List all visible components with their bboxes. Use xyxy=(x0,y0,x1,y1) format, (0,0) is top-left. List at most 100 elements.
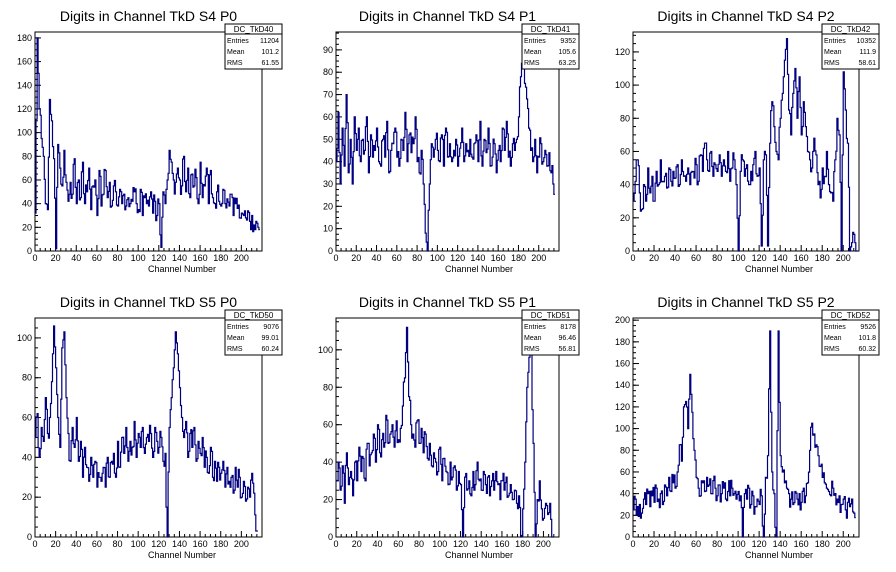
stats-value: 56.81 xyxy=(558,346,576,353)
x-tick-label: 60 xyxy=(92,539,102,549)
y-tick-label: 30 xyxy=(323,179,333,189)
x-tick-label: 140 xyxy=(773,539,788,549)
stats-label: Mean xyxy=(524,49,542,56)
stats-box-frame xyxy=(821,23,880,70)
x-tick-label: 100 xyxy=(131,539,146,549)
x-tick-label: 180 xyxy=(511,253,526,263)
x-axis-label: Channel Number xyxy=(445,264,513,274)
x-tick-label: 0 xyxy=(32,539,37,549)
x-tick-label: 40 xyxy=(670,539,680,549)
x-tick-label: 160 xyxy=(794,539,809,549)
stats-value: 60.24 xyxy=(261,346,279,353)
y-tick-label: 0 xyxy=(27,246,32,256)
stats-name: DC_TkD51 xyxy=(531,311,571,320)
x-tick-label: 40 xyxy=(372,253,382,263)
y-tick-label: 80 xyxy=(620,445,630,455)
y-tick-label: 100 xyxy=(615,80,630,90)
y-tick-label: 80 xyxy=(620,113,630,123)
chart-title: Digits in Channel TkD S4 P0 xyxy=(60,8,237,24)
x-tick-label: 80 xyxy=(712,539,722,549)
x-tick-label: 180 xyxy=(815,253,830,263)
x-tick-label: 160 xyxy=(794,253,809,263)
stats-value: 9076 xyxy=(263,324,279,331)
stats-label: RMS xyxy=(824,60,840,67)
stats-box: DC_TkD51 Entries 8178 Mean 96.46 RMS 56.81 xyxy=(521,309,580,356)
stats-box: DC_TkD50 Entries 9076 Mean 99.01 RMS 60.24 xyxy=(224,309,283,356)
chart-panel: Digits in Channel TkD S5 P1 0 20 40 60 80 100 1… xyxy=(318,294,580,560)
y-tick-label: 40 xyxy=(323,457,333,467)
y-tick-label: 180 xyxy=(615,337,630,347)
y-tick-label: 0 xyxy=(625,532,630,542)
x-tick-label: 140 xyxy=(470,253,485,263)
stats-value: 58.61 xyxy=(858,60,876,67)
stats-value: 63.25 xyxy=(558,60,576,67)
plot-frame xyxy=(335,317,560,538)
y-tick-label: 180 xyxy=(17,33,32,43)
stats-label: RMS xyxy=(227,346,243,353)
chart-title: Digits in Channel TkD S5 P1 xyxy=(359,294,536,310)
stats-label: Mean xyxy=(524,335,542,342)
stats-label: Mean xyxy=(227,49,245,56)
chart-panel: Digits in Channel TkD S5 P2 0 20 40 60 80 100 1… xyxy=(615,294,880,560)
x-tick-label: 180 xyxy=(815,539,830,549)
y-tick-label: 120 xyxy=(615,402,630,412)
x-tick-label: 160 xyxy=(494,539,509,549)
x-tick-label: 80 xyxy=(412,253,422,263)
x-tick-label: 80 xyxy=(414,539,424,549)
x-tick-label: 120 xyxy=(453,539,468,549)
x-tick-label: 160 xyxy=(193,539,208,549)
x-tick-label: 140 xyxy=(172,539,187,549)
y-tick-label: 160 xyxy=(615,359,630,369)
chart-panel: Digits in Channel TkD S4 P2 0 20 40 60 80 100 1… xyxy=(615,8,880,274)
x-tick-label: 100 xyxy=(131,253,146,263)
stats-value: 105.6 xyxy=(558,49,576,56)
x-tick-label: 200 xyxy=(836,253,851,263)
y-tick-label: 100 xyxy=(318,345,333,355)
y-tick-label: 0 xyxy=(625,246,630,256)
y-tick-label: 140 xyxy=(17,80,32,90)
stats-box-frame xyxy=(821,309,880,356)
histogram-series xyxy=(35,37,260,250)
x-tick-label: 120 xyxy=(151,539,166,549)
stats-label: RMS xyxy=(524,346,540,353)
y-tick-label: 60 xyxy=(22,175,32,185)
chart-title: Digits in Channel TkD S4 P2 xyxy=(657,8,834,24)
x-tick-label: 140 xyxy=(773,253,788,263)
chart-panel: Digits in Channel TkD S4 P10 20 40 60 80 100 1… xyxy=(323,8,580,274)
y-tick-label: 200 xyxy=(615,315,630,325)
stats-value: 11204 xyxy=(260,38,279,45)
chart-title: Digits in Channel TkD S5 P0 xyxy=(60,294,237,310)
x-axis-label: Channel Number xyxy=(745,550,813,560)
x-tick-label: 100 xyxy=(432,539,447,549)
histogram-series xyxy=(336,49,555,252)
chart-title: Digits in Channel TkD S4 P1 xyxy=(359,8,536,24)
y-tick-label: 0 xyxy=(27,532,32,542)
histogram-series xyxy=(633,38,858,252)
stats-box-frame xyxy=(521,23,580,70)
x-tick-label: 20 xyxy=(352,539,362,549)
x-tick-label: 140 xyxy=(474,539,489,549)
x-tick-label: 80 xyxy=(113,539,123,549)
x-tick-label: 200 xyxy=(234,253,249,263)
chart-panel: Digits in Channel TkD S5 P0 0 20 40 60 80 100 1… xyxy=(17,294,283,560)
y-tick-label: 80 xyxy=(323,67,333,77)
y-tick-label: 20 xyxy=(22,222,32,232)
y-tick-label: 20 xyxy=(620,510,630,520)
x-axis-label: Channel Number xyxy=(745,264,813,274)
stats-name: DC_TkD52 xyxy=(831,311,871,320)
stats-name: DC_TkD40 xyxy=(234,25,274,34)
x-tick-label: 180 xyxy=(213,253,228,263)
y-tick-label: 0 xyxy=(328,246,333,256)
y-tick-label: 100 xyxy=(17,333,32,343)
stats-value: 111.9 xyxy=(860,49,877,56)
y-tick-label: 140 xyxy=(615,380,630,390)
stats-value: 99.01 xyxy=(261,335,279,342)
x-tick-label: 40 xyxy=(670,253,680,263)
x-tick-label: 200 xyxy=(836,539,851,549)
x-tick-label: 60 xyxy=(691,539,701,549)
stats-name: DC_TkD50 xyxy=(234,311,274,320)
plot-frame xyxy=(632,31,860,252)
y-tick-label: 160 xyxy=(17,57,32,67)
stats-value: 10352 xyxy=(857,38,877,45)
